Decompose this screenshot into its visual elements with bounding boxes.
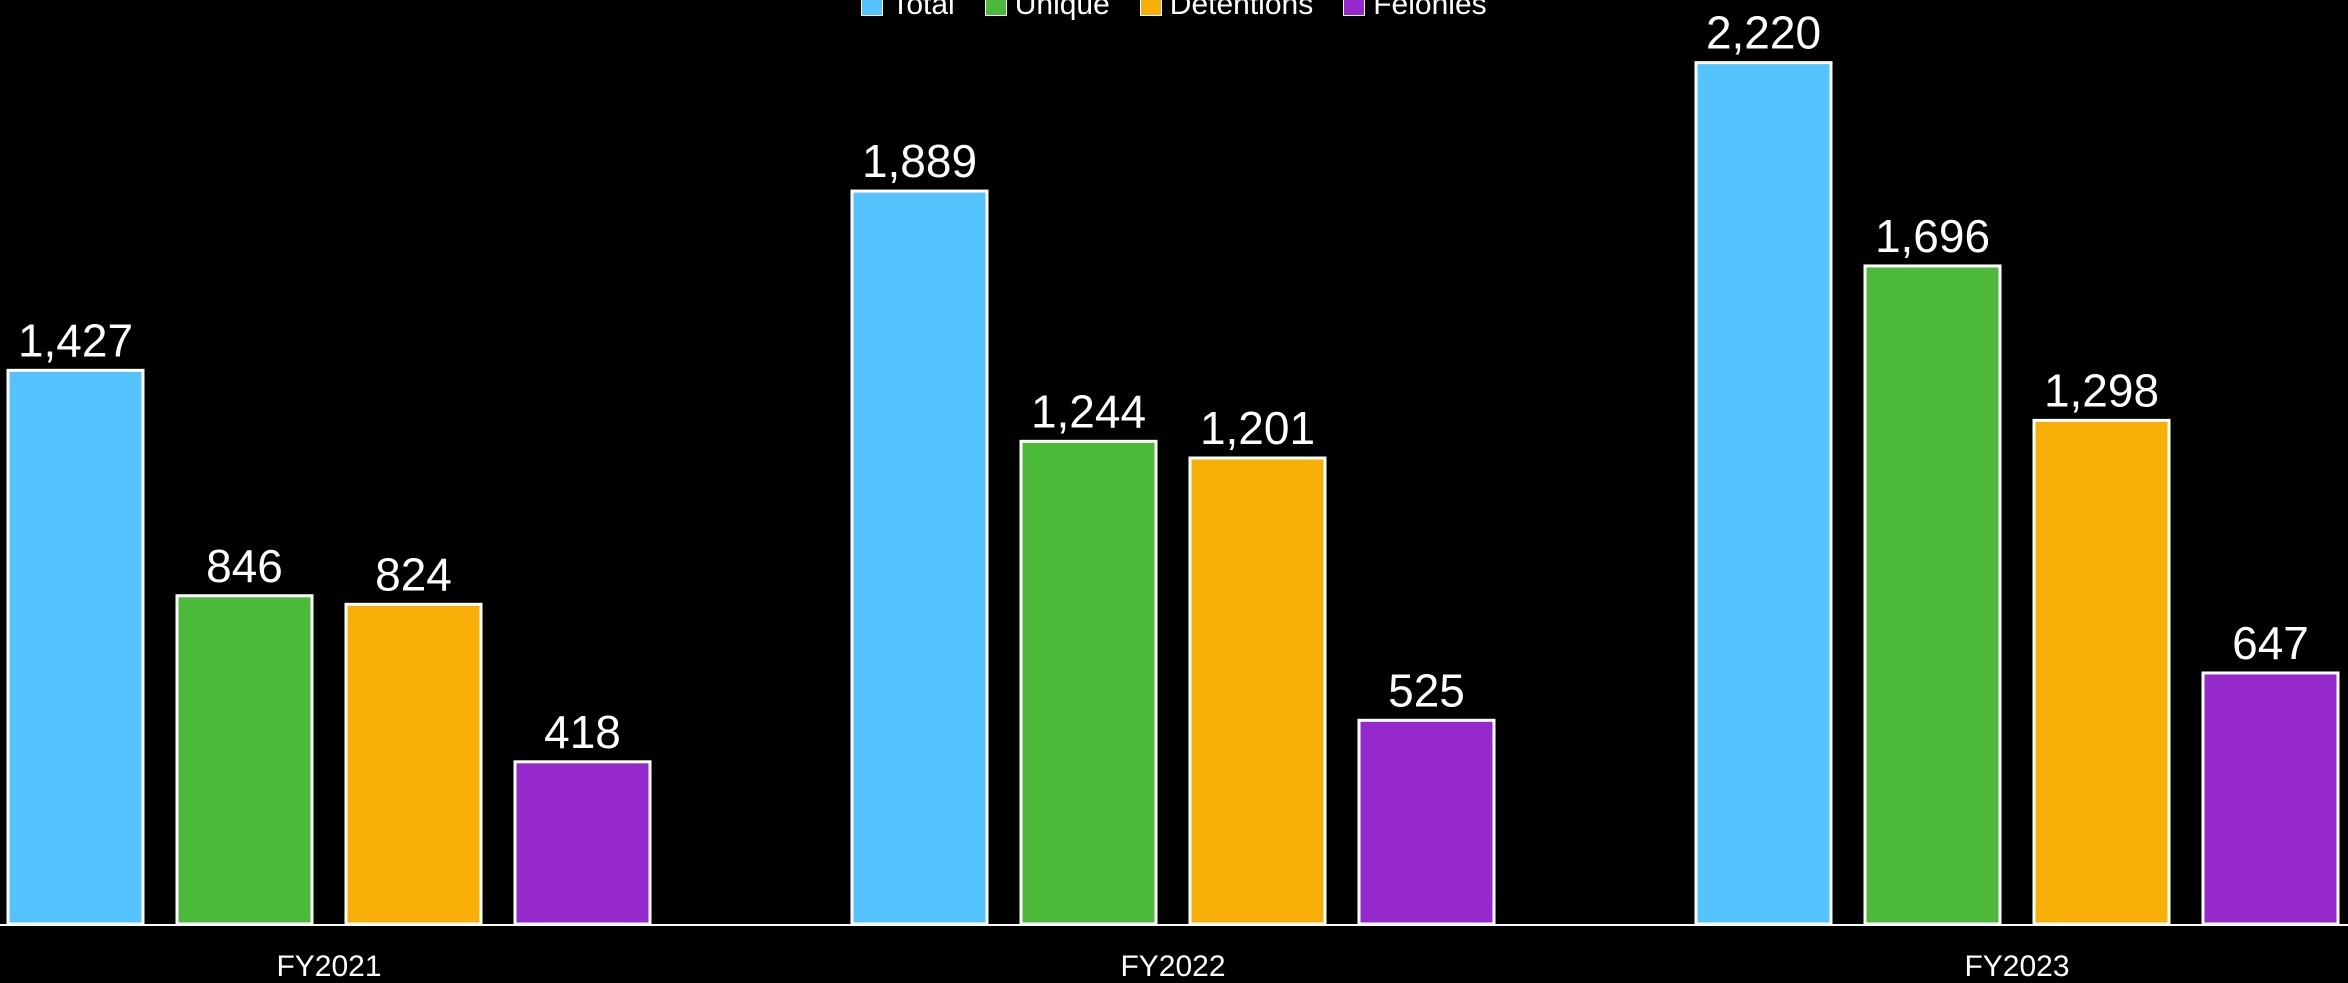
- data-label-felonies-fy2023: 647: [2232, 617, 2309, 669]
- data-label-total-fy2022: 1,889: [862, 135, 977, 187]
- data-label-unique-fy2022: 1,244: [1031, 385, 1146, 437]
- bar-total-fy2023: [1694, 61, 1833, 926]
- chart-legend: Total Unique Detentions Felonies: [0, 0, 2348, 22]
- legend-swatch-unique: [984, 0, 1007, 16]
- bar-total-fy2022: [850, 189, 989, 926]
- data-label-unique-fy2023: 1,696: [1875, 210, 1990, 262]
- bar-detentions-fy2023: [2032, 418, 2171, 926]
- bar-unique-fy2022: [1019, 439, 1158, 926]
- data-label-total-fy2023: 2,220: [1706, 7, 1821, 59]
- legend-label-unique: Unique: [1014, 0, 1110, 21]
- data-label-detentions-fy2022: 1,201: [1200, 402, 1315, 454]
- data-label-detentions-fy2021: 824: [375, 548, 452, 600]
- legend-label-felonies: Felonies: [1373, 0, 1487, 21]
- legend-label-total: Total: [891, 0, 955, 21]
- bar-detentions-fy2022: [1188, 456, 1327, 926]
- data-label-felonies-fy2021: 418: [544, 706, 621, 758]
- legend-item-total: Total: [861, 0, 955, 22]
- bar-detentions-fy2021: [344, 602, 483, 926]
- data-label-unique-fy2021: 846: [206, 540, 283, 592]
- legend-item-detentions: Detentions: [1139, 0, 1314, 22]
- legend-item-felonies: Felonies: [1343, 0, 1487, 22]
- x-tick-label-fy2023: FY2023: [1964, 950, 2069, 983]
- legend-item-unique: Unique: [984, 0, 1110, 22]
- x-tick-label-fy2022: FY2022: [1120, 950, 1225, 983]
- legend-swatch-total: [861, 0, 884, 16]
- bar-total-fy2021: [6, 368, 145, 926]
- bar-felonies-fy2022: [1357, 718, 1496, 926]
- legend-label-detentions: Detentions: [1169, 0, 1314, 21]
- legend-swatch-detentions: [1139, 0, 1162, 16]
- data-label-detentions-fy2023: 1,298: [2044, 364, 2159, 416]
- bar-felonies-fy2023: [2201, 671, 2340, 926]
- bar-unique-fy2023: [1863, 264, 2002, 926]
- legend-swatch-felonies: [1343, 0, 1366, 16]
- data-label-felonies-fy2022: 525: [1388, 664, 1465, 716]
- x-tick-label-fy2021: FY2021: [276, 950, 381, 983]
- bar-felonies-fy2021: [513, 760, 652, 926]
- bar-unique-fy2021: [175, 594, 314, 926]
- data-label-total-fy2021: 1,427: [18, 314, 133, 366]
